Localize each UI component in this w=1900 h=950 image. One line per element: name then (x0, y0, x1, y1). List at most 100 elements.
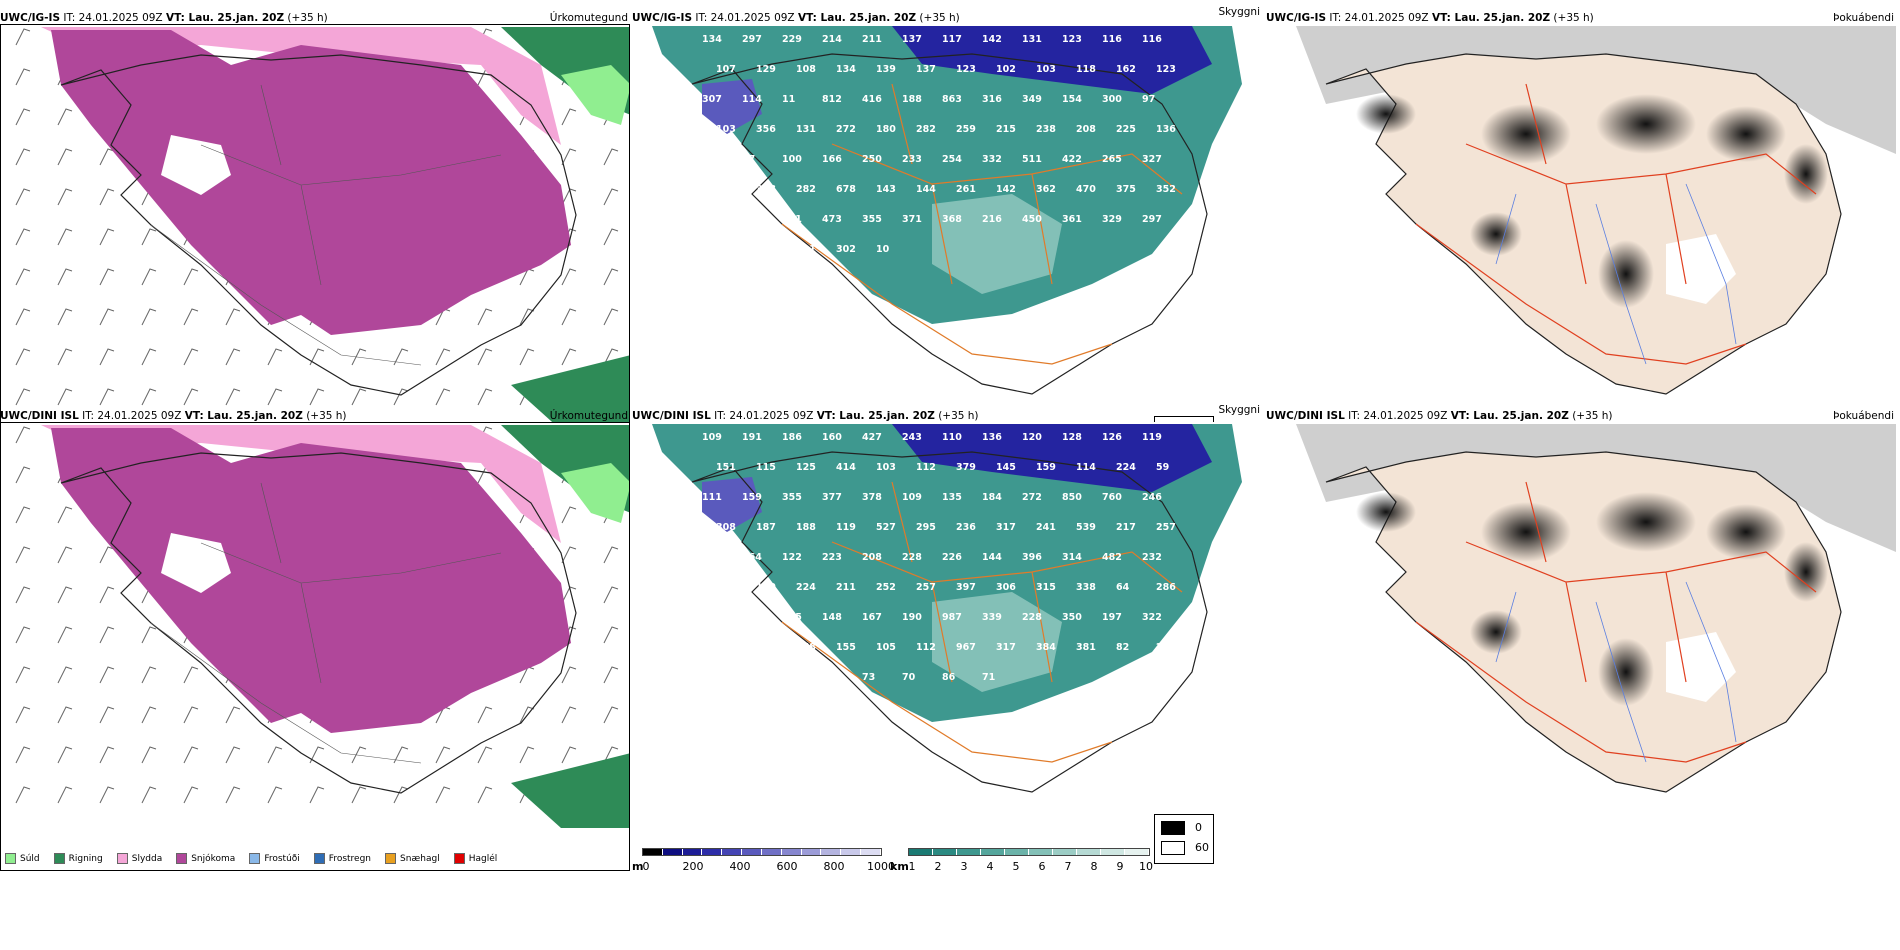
cloud-base-label: 422 (1062, 154, 1082, 165)
wind-barb (141, 268, 157, 286)
rivers (1495, 183, 1737, 365)
cloud-base-label: 114 (1076, 462, 1096, 473)
precip-legend-item: Súld (5, 853, 40, 864)
fog-swatch-60 (1161, 841, 1185, 855)
cloud-base-label: 317 (996, 642, 1016, 653)
cloud-scale-unit: m (632, 860, 644, 871)
cloud-base-label: 821 (796, 244, 816, 255)
cloud-base-label: 131 (1022, 34, 1042, 45)
cloud-base-label: 122 (782, 552, 802, 563)
cloud-base-label: 378 (862, 492, 882, 503)
wind-barb (561, 108, 577, 126)
vis-scale-swatch (1053, 849, 1077, 855)
cloud-base-label: 191 (742, 432, 762, 443)
wind-barb (15, 786, 31, 804)
model-name: UWC/IG-IS (632, 12, 693, 24)
wind-barb (57, 586, 73, 604)
wind-barb (309, 388, 325, 406)
cloud-base-label: 123 (1156, 64, 1176, 75)
wind-barb (57, 546, 73, 564)
wind-barb (603, 626, 619, 644)
wind-barb (225, 706, 241, 724)
wind-barb (267, 786, 283, 804)
fog-clear-area (1666, 234, 1736, 304)
cloud-base-label: 302 (836, 244, 856, 255)
wind-barb (141, 746, 157, 764)
wind-barb (393, 746, 409, 764)
vis-scale-tick: 5 (1012, 860, 1020, 871)
cloud-base-label: 381 (1076, 642, 1096, 653)
cloud-base-label: 116 (1142, 34, 1162, 45)
wind-barb (99, 388, 115, 406)
legend-swatch (453, 853, 465, 864)
cloud-base-label: 167 (862, 612, 882, 623)
precip-type-panel: UWC/IG-IS IT: 24.01.2025 09Z VT: Lau. 25… (0, 8, 630, 473)
vis-scale-swatch (1077, 849, 1101, 855)
rivers (1495, 581, 1737, 763)
visibility-map: 109 191 186 160 427 243 110 136 120 128 126 119 151 1… (632, 422, 1262, 827)
cloud-base-label: 379 (956, 462, 976, 473)
wind-barb (603, 546, 619, 564)
cloud-base-label: 159 (742, 492, 762, 503)
cloud-base-label: 137 (916, 64, 936, 75)
cloud-base-label: 166 (822, 154, 842, 165)
cloud-base-label: 117 (942, 34, 962, 45)
visibility-panel: UWC/IG-IS IT: 24.01.2025 09Z VT: Lau. 25… (632, 6, 1262, 473)
wind-barb (183, 268, 199, 286)
precip-legend-item: Haglél (453, 853, 497, 864)
forecast-row-top: UWC/IG-IS IT: 24.01.2025 09Z VT: Lau. 25… (0, 6, 1900, 478)
roads (150, 84, 502, 366)
cloud-base-label: 116 (1102, 34, 1122, 45)
precip-legend-item: Frostregn (313, 853, 371, 864)
wind-barb (435, 388, 451, 406)
cloud-base-label: 863 (942, 94, 962, 105)
wind-barb (15, 626, 31, 644)
cloud-base-label: 148 (822, 612, 842, 623)
cloud-base-label: 126 (1102, 432, 1122, 443)
precip-legend-item: Frostúði (249, 853, 300, 864)
fog-clear-area (1666, 632, 1736, 702)
wind-barb (561, 746, 577, 764)
panel-title: Skyggni (1218, 404, 1261, 416)
cloud-base-label: 308 (756, 184, 776, 195)
cloud-base-label: 110 (942, 432, 962, 443)
panel-header: UWC/IG-IS IT: 24.01.2025 09Z VT: Lau. 25… (1266, 10, 1896, 26)
wind-barb (99, 308, 115, 326)
fog-label-0: 0 (1195, 821, 1202, 834)
wind-barb (603, 706, 619, 724)
cloud-base-label: 131 (796, 124, 816, 135)
wind-barb (99, 268, 115, 286)
cloud-base-label: 527 (876, 522, 896, 533)
cloud-scale-swatch (761, 849, 782, 855)
wind-barb (99, 546, 115, 564)
cloud-base-label: 349 (1022, 94, 1042, 105)
cloud-base-label: 144 (982, 552, 1002, 563)
cloud-base-label: 246 (1142, 492, 1162, 503)
cloud-base-label: 678 (836, 184, 856, 195)
vis-scale-unit: km (890, 860, 909, 871)
cloud-base-label: 350 (1062, 612, 1082, 623)
cloud-blue-area-2 (702, 79, 762, 134)
rain-area-se (511, 753, 629, 828)
wind-barb (519, 348, 535, 366)
cloud-scale-swatch (702, 849, 723, 855)
cloud-base-label: 103 (1036, 64, 1056, 75)
wind-barb (15, 108, 31, 126)
wind-barb (99, 746, 115, 764)
lead-time: (+35 h) (938, 410, 979, 422)
wind-barb (183, 388, 199, 406)
wind-barb (267, 388, 283, 406)
cloud-base-label: 112 (916, 642, 936, 653)
cloud-scale-tick: 1000 (867, 860, 895, 871)
cloud-base-label: 317 (996, 522, 1016, 533)
legend-swatch (116, 853, 128, 864)
legend-swatch (53, 853, 65, 864)
cloud-base-label: 145 (996, 462, 1016, 473)
cloud-base-label: 208 (862, 552, 882, 563)
cloud-base-label: 789 (756, 244, 776, 255)
wind-barb (15, 148, 31, 166)
cloud-base-label: 384 (1036, 642, 1056, 653)
wind-barb (351, 786, 367, 804)
cloud-base-label: 214 (822, 34, 842, 45)
wind-barb (99, 228, 115, 246)
